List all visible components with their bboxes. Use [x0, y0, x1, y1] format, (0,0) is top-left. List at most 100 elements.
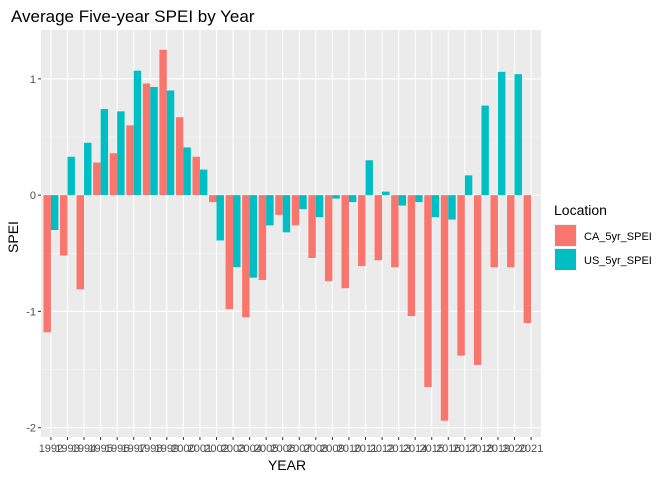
x-axis: 1992199319941995199619971998199920002001…: [39, 437, 543, 455]
bar-CA_5yr_SPEI-1993: [60, 195, 68, 256]
bar-US_5yr_SPEI-2014: [415, 195, 423, 203]
bar-US_5yr_SPEI-2013: [398, 195, 407, 206]
bar-US_5yr_SPEI-1996: [117, 111, 125, 196]
x-tick-label: 2002: [204, 443, 228, 455]
y-tick-label: -1: [26, 306, 36, 318]
bar-US_5yr_SPEI-2007: [299, 195, 307, 210]
y-axis: -2 -1 0 1: [26, 74, 41, 435]
x-tick-label: 2000: [171, 443, 195, 455]
y-tick-label: 0: [30, 190, 36, 202]
x-tick-label: 2004: [237, 443, 261, 455]
x-axis-title: YEAR: [268, 457, 306, 473]
x-tick-label: 1999: [155, 443, 179, 455]
bar-US_5yr_SPEI-2010: [348, 195, 357, 203]
bar-CA_5yr_SPEI-2017: [457, 195, 465, 356]
x-tick-label: 2018: [469, 443, 493, 455]
y-axis-title: SPEI: [5, 221, 21, 253]
bar-US_5yr_SPEI-2017: [464, 175, 473, 196]
bar-US_5yr_SPEI-2019: [497, 71, 506, 196]
x-tick-label: 2017: [453, 443, 477, 455]
bar-US_5yr_SPEI-2020: [514, 74, 522, 196]
y-tick-label: 1: [30, 74, 36, 86]
bar-CA_5yr_SPEI-2015: [424, 195, 432, 387]
bar-CA_5yr_SPEI-2008: [308, 195, 316, 258]
bar-US_5yr_SPEI-2000: [183, 147, 191, 196]
bar-US_5yr_SPEI-1994: [84, 142, 92, 196]
x-tick-label: 2012: [370, 443, 394, 455]
x-tick-label: 2015: [419, 443, 443, 455]
bar-CA_5yr_SPEI-2012: [374, 195, 383, 261]
x-tick-label: 2010: [337, 443, 361, 455]
x-tick-label: 2005: [254, 443, 278, 455]
x-tick-label: 1992: [39, 443, 63, 455]
bar-CA_5yr_SPEI-2009: [324, 195, 333, 282]
legend-label-CA_5yr_SPEI: CA_5yr_SPEI: [584, 231, 652, 243]
bar-CA_5yr_SPEI-2004: [242, 195, 250, 318]
bar-CA_5yr_SPEI-1994: [76, 195, 85, 290]
bar-CA_5yr_SPEI-1992: [43, 195, 51, 333]
x-tick-label: 2016: [436, 443, 460, 455]
x-tick-label: 2006: [270, 443, 294, 455]
bar-US_5yr_SPEI-2005: [266, 195, 274, 226]
bar-US_5yr_SPEI-2006: [282, 195, 291, 233]
x-tick-label: 2020: [502, 443, 526, 455]
bar-CA_5yr_SPEI-2010: [341, 195, 349, 289]
bar-CA_5yr_SPEI-2003: [225, 195, 234, 310]
bar-US_5yr_SPEI-1995: [100, 109, 109, 196]
bar-US_5yr_SPEI-1993: [67, 156, 75, 196]
bar-CA_5yr_SPEI-2019: [490, 195, 498, 268]
bar-CA_5yr_SPEI-1995: [93, 162, 101, 196]
x-tick-label: 1994: [72, 443, 96, 455]
x-tick-label: 2008: [304, 443, 328, 455]
x-tick-label: 2009: [320, 443, 344, 455]
plot-panel: [41, 30, 541, 437]
bar-CA_5yr_SPEI-1998: [142, 83, 151, 196]
bar-CA_5yr_SPEI-2005: [258, 195, 267, 281]
x-tick-label: 1998: [138, 443, 162, 455]
bar-CA_5yr_SPEI-2020: [507, 195, 515, 268]
chart-title: Average Five-year SPEI by Year: [11, 7, 255, 26]
x-tick-label: 1995: [88, 443, 112, 455]
x-tick-label: 2007: [287, 443, 311, 455]
legend-title: Location: [554, 202, 607, 218]
bar-US_5yr_SPEI-2001: [199, 169, 208, 196]
bar-CA_5yr_SPEI-2016: [440, 195, 449, 421]
bar-US_5yr_SPEI-2012: [382, 191, 390, 196]
bars: [43, 49, 532, 421]
bar-US_5yr_SPEI-2015: [431, 195, 440, 218]
x-tick-label: 2003: [221, 443, 245, 455]
bar-US_5yr_SPEI-2016: [448, 195, 456, 220]
legend: Location CA_5yr_SPEI US_5yr_SPEI: [554, 202, 652, 271]
bar-CA_5yr_SPEI-2000: [175, 117, 184, 196]
bar-US_5yr_SPEI-1997: [133, 70, 142, 196]
bar-CA_5yr_SPEI-2021: [523, 195, 532, 324]
x-tick-label: 1997: [121, 443, 145, 455]
x-tick-label: 2001: [188, 443, 212, 455]
bar-CA_5yr_SPEI-1996: [109, 153, 118, 196]
bar-US_5yr_SPEI-2009: [332, 195, 340, 199]
x-tick-label: 2021: [519, 443, 543, 455]
bar-CA_5yr_SPEI-2013: [391, 195, 399, 268]
bar-US_5yr_SPEI-1999: [166, 90, 175, 196]
bar-US_5yr_SPEI-2008: [315, 195, 324, 218]
bar-CA_5yr_SPEI-2007: [291, 195, 300, 226]
x-tick-label: 1996: [105, 443, 129, 455]
legend-swatch-CA_5yr_SPEI: [555, 225, 576, 246]
bar-US_5yr_SPEI-1998: [150, 86, 158, 196]
bar-US_5yr_SPEI-1992: [50, 195, 59, 231]
x-tick-label: 2014: [403, 443, 427, 455]
y-tick-label: -2: [26, 423, 36, 435]
bar-CA_5yr_SPEI-2018: [473, 195, 482, 365]
x-tick-label: 2019: [486, 443, 510, 455]
x-tick-label: 2013: [386, 443, 410, 455]
x-tick-label: 2011: [354, 443, 378, 455]
bar-US_5yr_SPEI-2004: [249, 195, 258, 278]
bar-US_5yr_SPEI-2003: [233, 195, 241, 268]
bar-US_5yr_SPEI-2011: [365, 160, 373, 196]
bar-CA_5yr_SPEI-1999: [159, 49, 167, 196]
bar-CA_5yr_SPEI-2014: [407, 195, 416, 317]
bar-CA_5yr_SPEI-2011: [358, 195, 366, 267]
legend-label-US_5yr_SPEI: US_5yr_SPEI: [584, 255, 652, 267]
bar-US_5yr_SPEI-2002: [216, 195, 224, 241]
